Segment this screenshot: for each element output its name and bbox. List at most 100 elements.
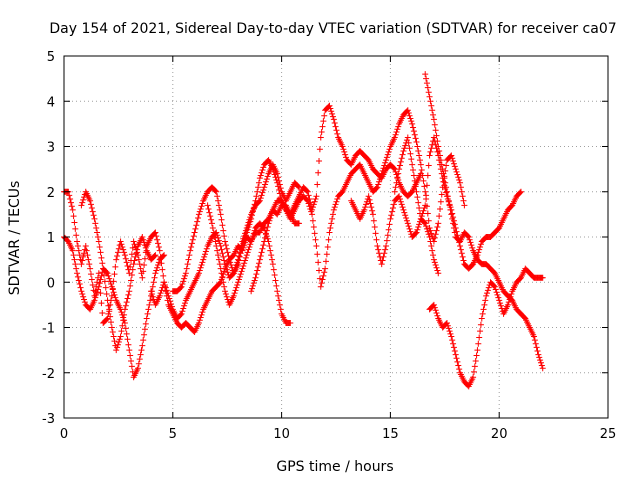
data-point bbox=[307, 205, 314, 212]
data-point bbox=[155, 240, 162, 247]
data-point bbox=[441, 175, 448, 182]
data-point bbox=[140, 236, 147, 243]
data-point bbox=[329, 113, 336, 120]
data-point bbox=[257, 172, 264, 179]
data-point bbox=[158, 260, 165, 267]
data-point bbox=[479, 310, 486, 317]
data-point bbox=[313, 243, 320, 250]
data-point bbox=[223, 266, 230, 273]
data-point bbox=[137, 265, 144, 272]
data-point bbox=[262, 181, 269, 188]
series-sat-e bbox=[204, 202, 294, 326]
data-point bbox=[406, 225, 413, 232]
data-point bbox=[178, 283, 185, 290]
data-point bbox=[421, 219, 428, 226]
data-point bbox=[421, 183, 428, 190]
data-point bbox=[195, 270, 202, 277]
data-point bbox=[233, 262, 240, 269]
data-point bbox=[246, 243, 253, 250]
data-point bbox=[225, 253, 232, 260]
data-point bbox=[228, 262, 235, 269]
data-point bbox=[258, 169, 265, 176]
data-point bbox=[453, 355, 460, 362]
data-point bbox=[141, 326, 148, 333]
data-point bbox=[414, 143, 421, 150]
data-point bbox=[414, 194, 421, 201]
data-point bbox=[275, 297, 282, 304]
data-point bbox=[426, 234, 433, 240]
data-point bbox=[456, 176, 463, 183]
data-point bbox=[135, 256, 142, 263]
data-point bbox=[419, 210, 426, 217]
data-point bbox=[474, 347, 481, 354]
series-sat-h bbox=[422, 71, 546, 372]
data-point bbox=[87, 201, 94, 208]
data-point bbox=[435, 270, 442, 277]
data-point bbox=[402, 142, 409, 149]
data-point bbox=[248, 238, 255, 245]
data-point bbox=[422, 188, 429, 195]
data-point bbox=[115, 338, 122, 345]
data-point bbox=[224, 249, 231, 256]
data-point bbox=[406, 112, 413, 119]
data-point bbox=[121, 252, 128, 259]
data-point bbox=[213, 229, 220, 236]
data-point bbox=[433, 227, 440, 234]
data-point bbox=[114, 253, 121, 260]
data-point bbox=[396, 195, 403, 202]
data-point bbox=[318, 280, 325, 287]
data-point bbox=[247, 214, 254, 221]
data-point bbox=[150, 279, 157, 286]
data-point bbox=[155, 262, 162, 269]
data-point bbox=[257, 253, 264, 260]
data-point bbox=[477, 243, 484, 250]
data-point bbox=[101, 278, 108, 285]
data-point bbox=[316, 275, 323, 282]
data-point bbox=[242, 257, 249, 264]
data-point bbox=[186, 252, 193, 259]
data-point bbox=[220, 253, 227, 260]
data-point bbox=[471, 363, 478, 370]
data-point bbox=[255, 260, 262, 267]
data-point bbox=[139, 342, 146, 349]
data-point bbox=[179, 308, 186, 315]
data-point bbox=[149, 283, 156, 290]
data-point bbox=[223, 293, 230, 300]
data-point bbox=[244, 222, 251, 229]
data-point bbox=[227, 259, 234, 266]
data-point bbox=[78, 202, 85, 209]
data-point bbox=[67, 195, 74, 202]
data-point bbox=[269, 261, 276, 268]
data-point bbox=[97, 290, 104, 297]
data-point bbox=[407, 228, 414, 235]
data-point bbox=[123, 259, 130, 266]
data-point bbox=[230, 292, 237, 299]
data-point bbox=[327, 224, 334, 231]
data-point bbox=[391, 188, 398, 195]
data-point bbox=[454, 358, 461, 365]
data-point bbox=[434, 224, 441, 231]
data-point bbox=[101, 272, 108, 279]
data-point bbox=[216, 206, 223, 213]
data-point bbox=[339, 143, 346, 150]
data-point bbox=[396, 166, 403, 173]
data-point bbox=[470, 368, 477, 375]
data-point bbox=[404, 134, 411, 141]
x-tick-label: 0 bbox=[60, 427, 68, 442]
data-point bbox=[232, 264, 239, 271]
data-point bbox=[160, 272, 167, 279]
data-point bbox=[103, 316, 110, 323]
data-point bbox=[428, 243, 435, 250]
data-point bbox=[320, 118, 327, 125]
data-point bbox=[107, 278, 114, 285]
data-point bbox=[96, 280, 103, 287]
y-tick-label: 0 bbox=[47, 276, 55, 291]
data-point bbox=[459, 193, 466, 200]
data-point bbox=[416, 152, 423, 159]
data-point bbox=[129, 266, 136, 273]
data-point bbox=[124, 295, 131, 302]
data-point bbox=[73, 265, 80, 272]
data-point bbox=[135, 360, 142, 367]
data-point bbox=[321, 269, 328, 276]
data-point bbox=[377, 173, 384, 180]
